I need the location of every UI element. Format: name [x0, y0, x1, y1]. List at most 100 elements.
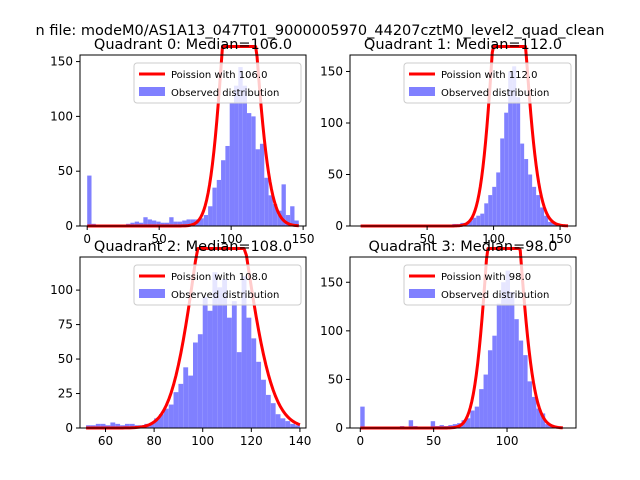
legend-label-observed: Observed distribution — [441, 290, 549, 301]
histogram-bar — [110, 422, 116, 428]
histogram-bar — [246, 113, 252, 226]
histogram-bar — [164, 222, 170, 226]
axes-frame — [349, 256, 577, 429]
histogram-bar — [408, 420, 414, 428]
histogram-bar — [259, 143, 265, 226]
histogram-bar — [540, 413, 546, 428]
legend: Poission with 112.0 Observed distribution — [403, 62, 572, 104]
legend-label-poisson: Poission with 106.0 — [171, 70, 267, 81]
histogram-bar — [143, 217, 148, 226]
histogram-bar — [275, 414, 281, 428]
histogram-bar — [154, 418, 159, 428]
histogram-bar — [544, 215, 549, 226]
legend: Poission with 106.0 Observed distribution — [133, 62, 302, 104]
histogram-bar — [545, 424, 550, 428]
histogram-bar — [470, 410, 475, 428]
x-tick-label: 50 — [152, 232, 167, 246]
histogram-bar — [242, 85, 247, 226]
histogram-bar — [514, 319, 519, 428]
subplot-title: Quadrant 2: Median=108.0 — [94, 239, 292, 255]
histogram-bar — [130, 222, 135, 226]
histogram-bar — [465, 418, 471, 428]
histogram-bar — [516, 97, 521, 226]
histogram-bar — [487, 350, 493, 428]
x-tick-label: 150 — [549, 232, 572, 246]
legend-frame — [403, 264, 572, 306]
y-tick-label: 0 — [65, 421, 73, 435]
figure-suptitle: n file: modeM0/AS1A13_047T01_9000005970_… — [36, 23, 605, 39]
histogram-bar — [124, 423, 130, 428]
histogram-bar — [151, 220, 157, 226]
histogram-bar — [500, 138, 505, 226]
legend-label-poisson: Poission with 108.0 — [171, 272, 267, 283]
histogram-bar — [216, 179, 222, 226]
histogram-bar — [156, 221, 161, 226]
histogram-bar — [496, 172, 501, 226]
histogram-bar — [524, 159, 529, 226]
y-tick-label: 0 — [335, 421, 343, 435]
x-tick-label: 100 — [496, 434, 519, 448]
histogram-bar — [149, 423, 155, 428]
histogram-bar — [186, 219, 191, 226]
histogram-bar — [518, 340, 524, 428]
histogram-bar — [238, 67, 243, 226]
y-tick-label: 150 — [320, 64, 343, 78]
histogram-bar — [231, 301, 237, 428]
histogram-bar — [115, 423, 121, 428]
histogram-bar — [225, 145, 230, 226]
legend-label-observed: Observed distribution — [171, 88, 279, 99]
histogram-bar — [360, 406, 365, 428]
histogram-bar — [468, 220, 473, 226]
histogram-bar — [134, 221, 140, 226]
x-tick-label: 60 — [98, 434, 113, 448]
legend-frame — [403, 62, 572, 104]
histogram-bar — [476, 215, 481, 226]
histogram-bar — [480, 213, 485, 226]
histogram-bar — [504, 112, 509, 226]
subplot-2: 60 80 100 120 140 0 25 50 75 100 Poission with 108… — [50, 239, 311, 448]
histogram-bar — [285, 215, 291, 226]
x-tick-label: 80 — [146, 434, 161, 448]
histogram-bar — [536, 408, 541, 428]
histogram-bar — [129, 423, 135, 428]
histogram-bar — [197, 334, 203, 428]
histogram-bar — [492, 186, 497, 226]
histogram-bar — [95, 423, 101, 428]
histogram-bar — [501, 282, 506, 428]
y-tick-label: 150 — [50, 55, 73, 69]
histogram-bar — [265, 394, 271, 428]
legend-patch-swatch — [409, 289, 435, 298]
histogram-bar — [173, 221, 178, 226]
histogram-bar — [280, 418, 286, 428]
legend-frame — [133, 264, 302, 306]
histogram-bar — [290, 423, 296, 428]
legend: Poission with 108.0 Observed distribution — [133, 264, 302, 306]
histogram-bar — [227, 317, 232, 428]
histogram-bar — [229, 103, 235, 226]
histogram-bar — [509, 291, 515, 428]
x-tick-label: 0 — [83, 232, 91, 246]
histogram-bar — [168, 404, 174, 428]
histogram-bar — [87, 175, 92, 226]
histogram-bar — [472, 217, 477, 226]
histogram-bar — [202, 296, 208, 428]
histogram-bars — [360, 66, 569, 226]
histogram-bar — [523, 355, 528, 428]
x-tick-label: 100 — [482, 232, 505, 246]
histogram-bar — [193, 342, 198, 428]
histogram-bar — [508, 71, 513, 226]
y-tick-label: 50 — [328, 372, 343, 386]
histogram-bar — [246, 317, 252, 428]
legend-frame — [133, 62, 302, 104]
histogram-bar — [183, 367, 189, 428]
histogram-bar — [173, 392, 179, 428]
histogram-bar — [548, 221, 553, 226]
y-tick-label: 75 — [58, 318, 73, 332]
histogram-bar — [474, 406, 480, 428]
subplot-title: Quadrant 3: Median=98.0 — [369, 239, 558, 255]
x-tick-label: 120 — [240, 434, 263, 448]
histogram-bar — [479, 389, 484, 428]
subplot-title: Quadrant 0: Median=106.0 — [94, 37, 292, 53]
histogram-bar — [221, 160, 226, 226]
